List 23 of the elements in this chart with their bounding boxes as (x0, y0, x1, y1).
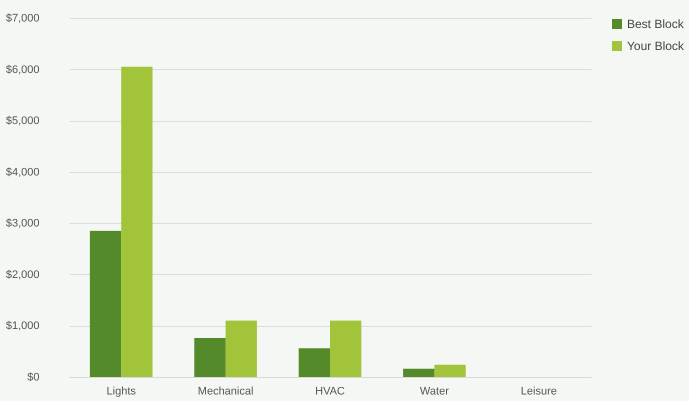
x-tick-label: HVAC (315, 386, 345, 398)
y-tick-label: $4,000 (6, 166, 40, 178)
x-tick-label: Water (420, 386, 450, 398)
bar (121, 66, 153, 377)
x-tick-label: Leisure (520, 386, 557, 398)
y-tick-label: $2,000 (6, 268, 40, 281)
legend-label: Best Block (627, 17, 685, 31)
y-tick-label: $0 (27, 372, 40, 384)
bar (194, 338, 226, 377)
bar (434, 364, 466, 377)
x-tick-label: Lights (106, 386, 136, 398)
legend-label: Your Block (627, 39, 685, 53)
bar (226, 320, 257, 377)
y-tick-label: $1,000 (6, 320, 40, 332)
x-tick-label: Mechanical (198, 386, 254, 398)
y-tick-label: $3,000 (6, 218, 40, 230)
y-tick-label: $5,000 (6, 115, 40, 128)
y-tick-label: $7,000 (6, 12, 40, 24)
bar (90, 230, 122, 377)
y-tick-label: $6,000 (6, 64, 40, 76)
bar (330, 320, 362, 377)
bar (298, 348, 330, 377)
bar (403, 368, 434, 377)
